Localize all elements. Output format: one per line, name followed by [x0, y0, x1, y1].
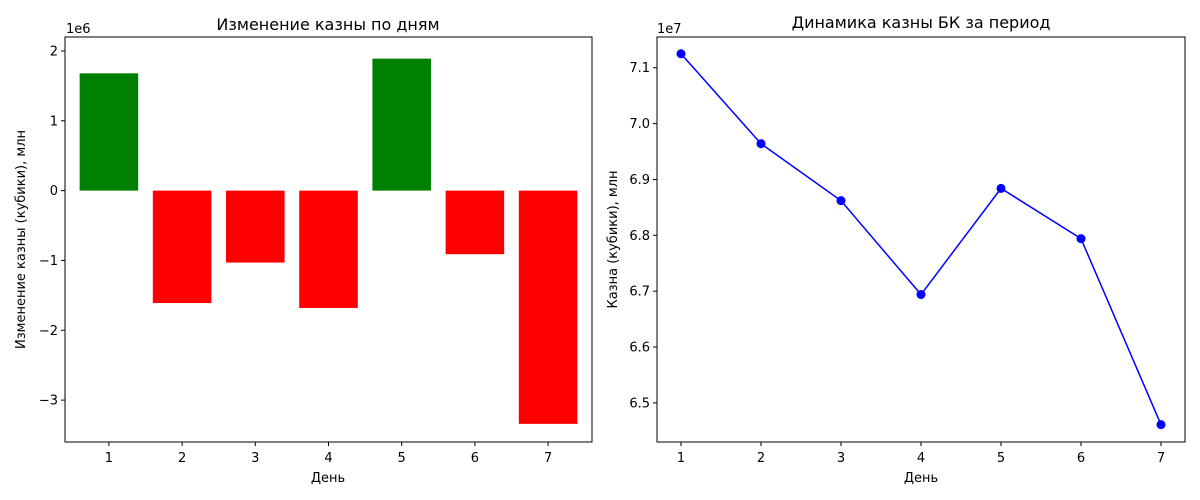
line-chart-y-tick-label: 7.0: [629, 117, 650, 132]
line-point-day-1: [676, 49, 686, 59]
bar-chart-x-tick-label: 2: [178, 451, 186, 466]
bar-chart-y-tick-label: −2: [39, 324, 58, 339]
bar-chart: Изменение казны по дням 1e6 −3 −2 −1 0 1 2 1 2…: [14, 15, 593, 486]
line-chart-x-tick-label: 4: [917, 451, 925, 466]
bar-day-2: [152, 190, 212, 304]
bar-day-4: [299, 190, 358, 308]
line-point-day-6: [1076, 234, 1086, 244]
line-chart-x-tick-label: 5: [997, 451, 1005, 466]
bar-chart-y-label: Изменение казны (кубики), млн: [14, 130, 29, 349]
line-chart-y-tick-label: 6.6: [629, 341, 650, 356]
bar-chart-y-tick-label: −3: [39, 394, 58, 409]
bar-chart-offset-label: 1e6: [66, 22, 91, 37]
line-chart-y-tick-label: 6.7: [629, 285, 650, 300]
line-series: [680, 53, 1162, 425]
line-chart: Динамика казны БК за период 1e7 6.56.66.…: [606, 13, 1186, 486]
line-chart-y-tick-label: 6.5: [629, 396, 650, 411]
line-chart-x-label: День: [904, 471, 938, 486]
line-chart-x-tick-label: 2: [757, 451, 765, 466]
bar-chart-axes-frame: [64, 36, 593, 443]
bar-chart-y-ticks: −3 −2 −1 0 1 2: [39, 44, 65, 409]
bar-chart-y-tick-label: −1: [39, 254, 58, 269]
line-point-day-2: [756, 139, 766, 149]
bar-chart-y-tick-label: 1: [50, 114, 58, 129]
bar-day-7: [518, 190, 578, 424]
bar-chart-x-ticks: 1 2 3 4 5 6 7: [105, 442, 552, 466]
bar-day-6: [445, 190, 505, 255]
line-chart-x-tick-label: 6: [1077, 451, 1085, 466]
bar-day-1: [79, 73, 139, 191]
bar-chart-x-label: День: [311, 471, 345, 486]
line-point-day-4: [916, 290, 926, 300]
bar-chart-y-tick-label: 2: [50, 44, 58, 59]
bar-day-3: [226, 190, 285, 263]
bar-day-5: [372, 58, 431, 191]
line-chart-x-tick-label: 7: [1157, 451, 1165, 466]
bar-chart-x-tick-label: 1: [105, 451, 113, 466]
line-chart-series: [676, 49, 1166, 430]
bar-chart-x-tick-label: 3: [251, 451, 259, 466]
line-chart-x-tick-label: 1: [677, 451, 685, 466]
line-chart-y-tick-label: 7.1: [629, 61, 650, 76]
bar-chart-y-tick-label: 0: [50, 184, 58, 199]
line-chart-y-tick-label: 6.9: [629, 173, 650, 188]
bar-chart-x-tick-label: 5: [398, 451, 406, 466]
line-chart-title: Динамика казны БК за период: [792, 13, 1051, 32]
bar-chart-x-tick-label: 7: [544, 451, 552, 466]
line-chart-offset-label: 1e7: [657, 22, 682, 37]
line-point-day-5: [996, 183, 1006, 193]
line-chart-y-ticks: 6.5 6.6 6.7 6.8 6.9 7.0 7.1: [629, 61, 657, 411]
line-point-day-7: [1156, 420, 1166, 430]
line-chart-axes-frame: [656, 36, 1186, 443]
bar-chart-bars: [79, 58, 578, 424]
line-chart-y-tick-label: 6.8: [629, 229, 650, 244]
line-point-day-3: [836, 196, 846, 206]
bar-chart-title: Изменение казны по дням: [216, 15, 439, 34]
line-chart-x-ticks: 1 2 3 4 5 6 7: [677, 442, 1165, 466]
bar-chart-x-tick-label: 4: [324, 451, 332, 466]
line-chart-x-tick-label: 3: [837, 451, 845, 466]
line-chart-y-label: Казна (кубики), млн: [606, 170, 621, 308]
bar-chart-x-tick-label: 6: [471, 451, 479, 466]
